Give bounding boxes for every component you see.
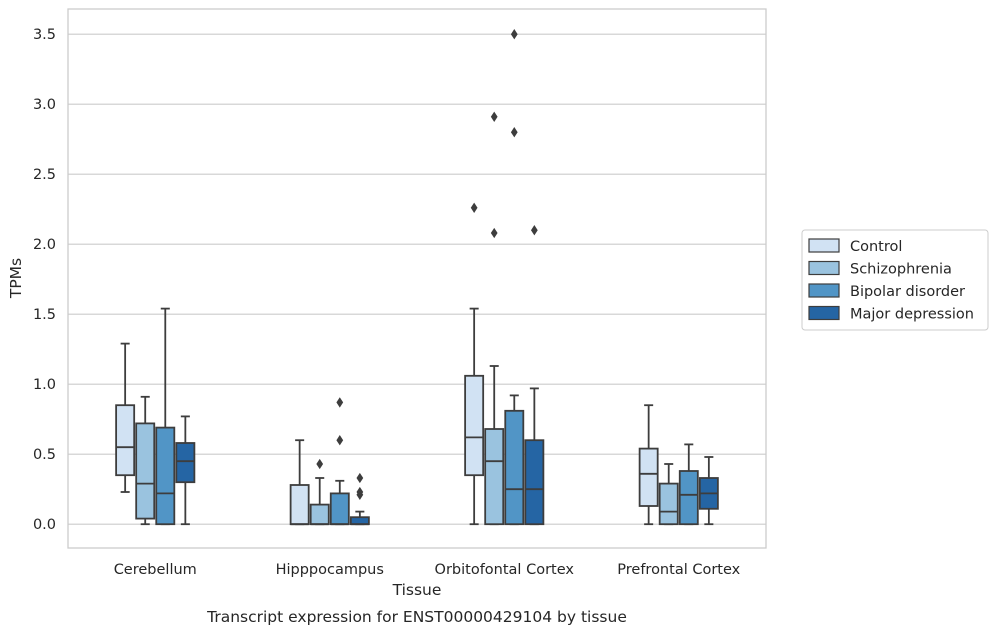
box-bipolar-disorder <box>329 397 350 526</box>
box-control <box>115 342 136 493</box>
legend-frame <box>801 229 989 331</box>
outlier-point <box>336 435 344 446</box>
y-tick-label: 3.0 <box>33 97 56 113</box>
iqr-box <box>484 428 505 526</box>
x-tick-label: Hipppocampus <box>276 562 384 578</box>
legend-swatch <box>808 305 840 321</box>
y-tick-label: 0.0 <box>33 517 56 533</box>
figure-caption: Transcript expression for ENST0000042910… <box>206 608 627 626</box>
legend-label: Control <box>850 239 902 255</box>
box-control <box>289 439 310 526</box>
box-bipolar-disorder <box>155 307 176 526</box>
iqr-box <box>329 492 350 526</box>
outlier-point <box>336 397 344 408</box>
y-tick-label: 1.5 <box>33 307 56 323</box>
iqr-box <box>464 374 485 477</box>
y-tick-labels: 0.0 0.5 1.0 1.5 2.0 2.5 3.0 3.5 <box>33 27 56 533</box>
iqr-box <box>678 470 699 526</box>
y-tick-label: 0.5 <box>33 447 56 463</box>
legend-label: Bipolar disorder <box>850 284 965 300</box>
box-schizophrenia <box>309 458 330 526</box>
y-tick-label: 1.0 <box>33 377 56 393</box>
legend: Control Schizophrenia Bipolar disorder Majo… <box>801 229 989 331</box>
outlier-point <box>356 472 364 484</box>
iqr-box <box>658 482 679 526</box>
box-control <box>638 404 659 526</box>
box-schizophrenia <box>135 395 156 526</box>
box-major-depression <box>349 472 370 526</box>
legend-swatch <box>808 238 840 253</box>
iqr-box <box>309 503 330 526</box>
outlier-point <box>490 111 498 122</box>
x-tick-label: Cerebellum <box>114 562 197 578</box>
y-tick-label: 2.5 <box>33 167 56 183</box>
box-bipolar-disorder <box>504 29 525 526</box>
outlier-point <box>530 225 538 236</box>
legend-swatch <box>808 283 840 298</box>
box-major-depression <box>524 225 545 526</box>
y-axis-label: TPMs <box>7 258 25 299</box>
iqr-box <box>504 409 525 526</box>
outlier-point <box>316 458 324 470</box>
box-schizophrenia <box>484 111 505 526</box>
box-control <box>464 202 485 526</box>
outlier-point <box>356 486 364 498</box>
iqr-box <box>135 422 156 520</box>
y-tick-label: 2.0 <box>33 237 56 253</box>
x-tick-label: Prefrontal Cortex <box>617 562 740 578</box>
iqr-box <box>349 516 370 526</box>
y-tick-label: 3.5 <box>33 27 56 43</box>
outlier-point <box>510 29 518 40</box>
iqr-box <box>524 439 545 526</box>
iqr-box <box>155 426 176 526</box>
iqr-box <box>638 447 659 507</box>
legend-label: Schizophrenia <box>850 262 952 278</box>
x-axis-label: Tissue <box>392 581 442 599</box>
legend-label: Major depression <box>850 307 974 323</box>
outlier-point <box>510 127 518 138</box>
x-tick-label: Orbitofontal Cortex <box>435 562 575 578</box>
box-bipolar-disorder <box>678 443 699 526</box>
iqr-box <box>115 404 136 477</box>
box-schizophrenia <box>658 463 679 526</box>
iqr-box <box>289 484 310 526</box>
outlier-point <box>470 202 478 213</box>
iqr-box <box>175 442 196 484</box>
boxes-layer <box>115 29 719 526</box>
box-major-depression <box>698 456 719 526</box>
box-major-depression <box>175 415 196 526</box>
plot-frame <box>67 8 767 549</box>
legend-swatch <box>808 260 840 276</box>
outlier-point <box>490 227 498 239</box>
x-tick-labels: Cerebellum Hipppocampus Orbitofontal Corte… <box>114 562 741 578</box>
